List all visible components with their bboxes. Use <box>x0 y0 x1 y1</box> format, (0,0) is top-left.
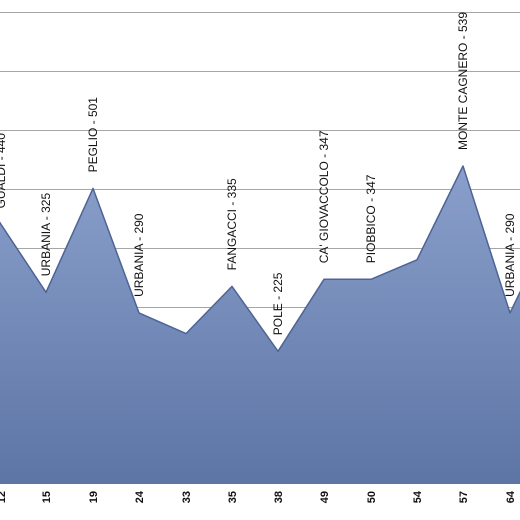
point-label: CA' GIOVACCOLO - 347 <box>317 130 331 263</box>
x-tick-label: 24 <box>134 490 146 503</box>
x-tick-label: 12 <box>0 491 8 503</box>
x-tick-label: 64 <box>505 490 517 503</box>
point-label: POLE - 225 <box>271 272 285 335</box>
x-tick-label: 54 <box>412 490 424 503</box>
x-tick-label: 19 <box>88 491 100 503</box>
x-tick-label: 35 <box>227 491 239 503</box>
x-tick-label: 49 <box>319 491 331 503</box>
x-tick-label: 38 <box>273 491 285 503</box>
point-label: URBANIA - 290 <box>132 213 146 297</box>
elevation-area <box>0 166 520 484</box>
point-label: URBANIA - 325 <box>39 193 53 277</box>
x-axis-ticks: 12 15 19 24 33 35 38 49 50 54 57 64 <box>0 490 517 503</box>
point-label: GUALDI - 440 <box>0 133 8 209</box>
point-label: URBANIA - 290 <box>503 213 517 297</box>
point-label: PIOBBICO - 347 <box>364 174 378 263</box>
point-label: MONTE CAGNERO - 539 <box>456 12 470 150</box>
point-label: PEGLIO - 501 <box>86 97 100 173</box>
elevation-line <box>0 165 520 353</box>
x-tick-label: 50 <box>366 491 378 503</box>
area-series <box>0 165 520 484</box>
point-label: FANGACCI - 335 <box>225 178 239 270</box>
x-tick-label: 15 <box>41 491 53 503</box>
x-tick-label: 57 <box>458 491 470 503</box>
x-tick-label: 33 <box>181 491 193 503</box>
point-labels: GUALDI - 440 URBANIA - 325 PEGLIO - 501 URB… <box>0 12 517 336</box>
